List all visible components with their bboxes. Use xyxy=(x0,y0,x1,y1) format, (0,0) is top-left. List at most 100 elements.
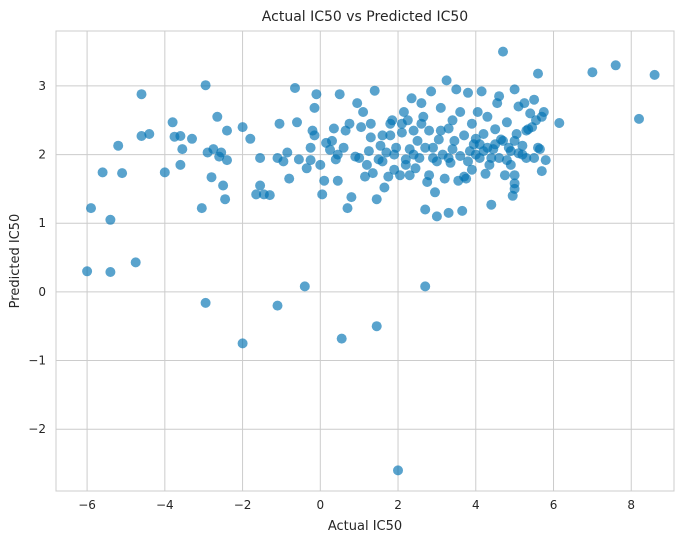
y-tick-label: −1 xyxy=(28,354,46,368)
data-point xyxy=(272,300,283,311)
data-point xyxy=(292,117,302,128)
data-point xyxy=(443,207,454,218)
data-point xyxy=(177,144,188,155)
data-point xyxy=(490,124,501,135)
data-point xyxy=(482,142,493,153)
data-point xyxy=(338,142,349,153)
y-tick-label: −2 xyxy=(28,422,46,436)
data-point xyxy=(536,166,547,177)
data-point xyxy=(587,67,598,78)
data-point xyxy=(396,118,407,129)
data-point xyxy=(536,111,547,122)
x-tick-label: 4 xyxy=(472,498,480,512)
data-point xyxy=(385,118,396,129)
data-point xyxy=(420,281,431,292)
data-point xyxy=(509,170,520,181)
data-point xyxy=(393,465,403,476)
data-point xyxy=(371,321,382,332)
x-tick-label: −2 xyxy=(234,498,252,512)
data-point xyxy=(290,83,300,93)
data-point xyxy=(480,168,491,179)
data-point xyxy=(540,155,551,166)
data-point xyxy=(482,111,493,122)
data-point xyxy=(439,173,450,184)
data-point xyxy=(410,163,421,174)
data-point xyxy=(486,153,497,163)
data-point xyxy=(327,135,337,146)
data-point xyxy=(352,98,363,109)
data-point xyxy=(379,182,390,193)
data-point xyxy=(222,125,232,136)
data-point xyxy=(649,69,660,80)
data-point xyxy=(406,93,417,104)
data-point xyxy=(509,183,520,194)
x-tick-label: −4 xyxy=(156,498,174,512)
data-point xyxy=(455,107,466,117)
data-point xyxy=(509,135,520,146)
y-tick-label: 2 xyxy=(38,148,46,162)
data-point xyxy=(299,281,310,292)
data-point xyxy=(424,125,435,136)
data-point xyxy=(459,171,470,182)
data-point xyxy=(309,102,320,113)
data-point xyxy=(363,146,374,157)
data-point xyxy=(499,170,510,181)
data-point xyxy=(385,130,396,141)
data-point xyxy=(498,46,508,57)
data-point xyxy=(358,107,369,117)
data-point xyxy=(325,144,335,155)
data-point xyxy=(255,153,266,163)
x-tick-labels: −6 −4 −2 0 2 4 6 8 xyxy=(78,498,635,512)
data-point xyxy=(251,189,262,200)
data-point xyxy=(301,163,312,174)
data-point xyxy=(293,154,304,165)
data-point xyxy=(389,149,400,160)
data-point xyxy=(610,60,621,71)
data-point xyxy=(237,122,248,133)
data-point xyxy=(86,203,96,214)
data-point xyxy=(113,140,124,151)
data-point xyxy=(416,118,427,129)
data-points xyxy=(82,46,660,476)
y-tick-label: 1 xyxy=(38,216,46,230)
data-point xyxy=(457,205,468,216)
data-point xyxy=(344,118,355,129)
data-point xyxy=(284,173,295,184)
data-point xyxy=(175,131,186,141)
x-tick-label: 2 xyxy=(394,498,402,512)
x-tick-label: 6 xyxy=(550,498,558,512)
data-point xyxy=(501,155,512,166)
data-point xyxy=(533,68,543,79)
data-point xyxy=(509,84,520,95)
data-point xyxy=(428,142,438,153)
data-point xyxy=(367,168,378,179)
data-point xyxy=(187,133,197,144)
data-point xyxy=(529,94,540,105)
data-point xyxy=(435,125,446,136)
data-point xyxy=(430,187,440,198)
data-point xyxy=(554,118,565,128)
data-point xyxy=(117,168,128,179)
data-point xyxy=(332,175,343,186)
data-point xyxy=(309,130,320,141)
data-point xyxy=(517,140,528,151)
data-point xyxy=(404,170,415,181)
data-point xyxy=(369,85,380,96)
y-axis-label: Predicted IC50 xyxy=(8,214,23,309)
plot-frame xyxy=(55,30,675,492)
data-point xyxy=(416,98,427,109)
data-point xyxy=(463,87,473,98)
data-point xyxy=(498,135,508,146)
data-point xyxy=(441,75,452,86)
data-point xyxy=(167,117,178,128)
data-point xyxy=(97,167,108,178)
data-point xyxy=(206,172,217,183)
data-point xyxy=(408,125,419,136)
x-tick-label: −6 xyxy=(78,498,96,512)
data-point xyxy=(336,333,347,344)
data-point xyxy=(196,203,207,214)
data-point xyxy=(212,111,223,122)
data-point xyxy=(490,139,501,150)
data-point xyxy=(474,139,485,150)
data-point xyxy=(175,159,186,170)
